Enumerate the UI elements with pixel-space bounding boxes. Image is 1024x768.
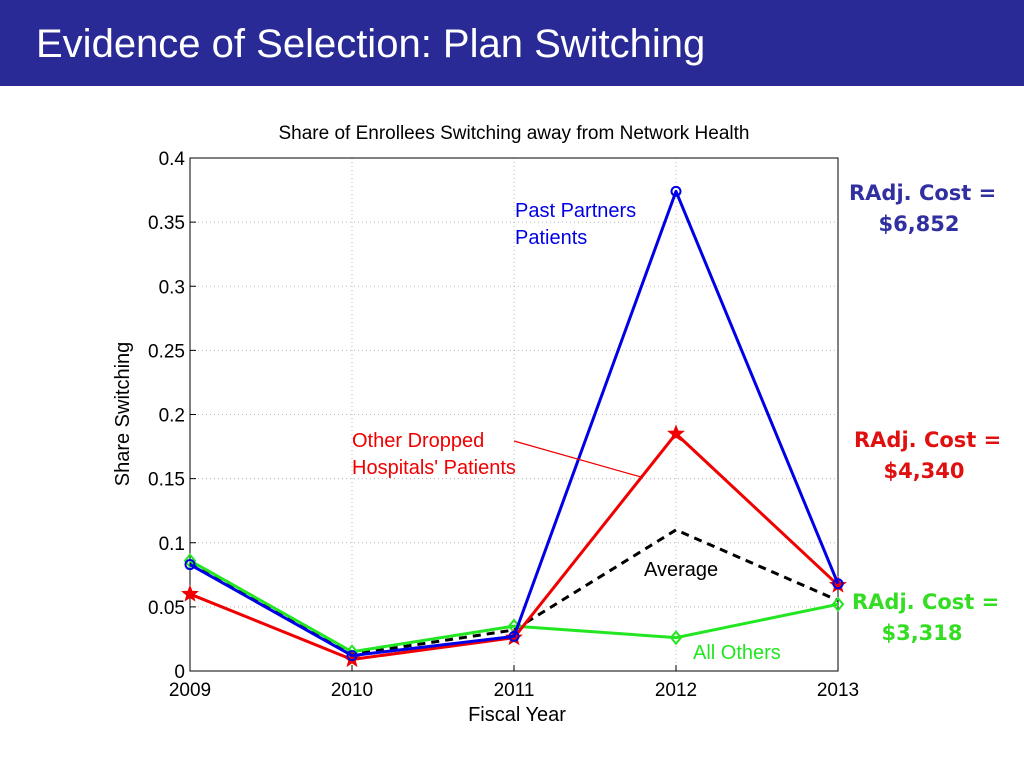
x-axis-label: Fiscal Year	[468, 704, 566, 726]
annotation-pointer-line	[513, 440, 642, 478]
annotation-other-dropped-line1: Other Dropped	[352, 430, 484, 452]
x-tick-label: 2010	[331, 680, 373, 701]
y-tick-label: 0.25	[148, 341, 185, 362]
data-point-past-partners-patients	[184, 559, 196, 571]
series-line-past-partners-patients	[189, 189, 840, 658]
annotation-past-partners-line2: Patients	[515, 227, 587, 249]
data-point-other-dropped-hospitals-patients	[181, 584, 199, 602]
data-point-past-partners-patients	[670, 185, 682, 197]
series-line-all-others	[189, 559, 839, 654]
y-tick-label: 0.2	[159, 406, 185, 427]
y-tick-label: 0.3	[159, 277, 185, 298]
y-tick-label: 0	[174, 662, 185, 683]
cost-red-line1: RAdj. Cost =	[854, 428, 1002, 452]
x-tick-label: 2011	[494, 680, 535, 701]
cost-red: RAdj. Cost = $4,340	[854, 425, 1002, 487]
data-point-all-others	[669, 630, 683, 646]
data-point-past-partners-patients	[832, 578, 844, 590]
annotation-average: Average	[644, 559, 718, 581]
tick-layer: 0 0.05 0.1 0.15 0.2 0.25 0.3 0.35 0.4 2009 2010 201…	[148, 149, 859, 701]
cost-green: RAdj. Cost = $3,318	[852, 587, 1000, 649]
y-tick-label: 0.15	[148, 470, 185, 491]
annotation-other-dropped-line2: Hospitals' Patients	[352, 457, 516, 479]
annotation-all-others: All Others	[693, 642, 781, 664]
y-tick-label: 0.35	[148, 213, 185, 234]
y-tick-label: 0.05	[148, 598, 185, 619]
cost-blue-line2: $6,852	[878, 212, 960, 236]
y-tick-label: 0.1	[159, 534, 185, 555]
annotation-past-partners-line1: Past Partners	[515, 200, 636, 222]
cost-blue: RAdj. Cost = $6,852	[849, 178, 997, 240]
data-point-other-dropped-hospitals-patients	[343, 650, 361, 668]
data-point-all-others	[183, 553, 197, 569]
y-axis-label: Share Switching	[112, 342, 134, 487]
cost-green-line1: RAdj. Cost =	[852, 590, 1000, 614]
grid-layer	[190, 158, 838, 671]
data-point-other-dropped-hospitals-patients	[667, 424, 685, 442]
cost-red-line2: $4,340	[883, 459, 965, 483]
x-tick-label: 2009	[169, 680, 211, 701]
x-tick-label: 2012	[655, 680, 697, 701]
slide-header: Evidence of Selection: Plan Switching	[0, 0, 1024, 86]
data-point-past-partners-patients	[508, 630, 520, 642]
data-point-all-others	[831, 596, 845, 612]
cost-blue-line1: RAdj. Cost =	[849, 181, 997, 205]
cost-green-line2: $3,318	[881, 621, 963, 645]
chart-title: Share of Enrollees Switching away from N…	[279, 123, 750, 144]
y-tick-label: 0.4	[159, 149, 186, 170]
series-layer	[181, 185, 847, 668]
x-tick-label: 2013	[817, 680, 859, 701]
slide-title: Evidence of Selection: Plan Switching	[36, 22, 706, 66]
data-point-past-partners-patients	[346, 650, 358, 662]
